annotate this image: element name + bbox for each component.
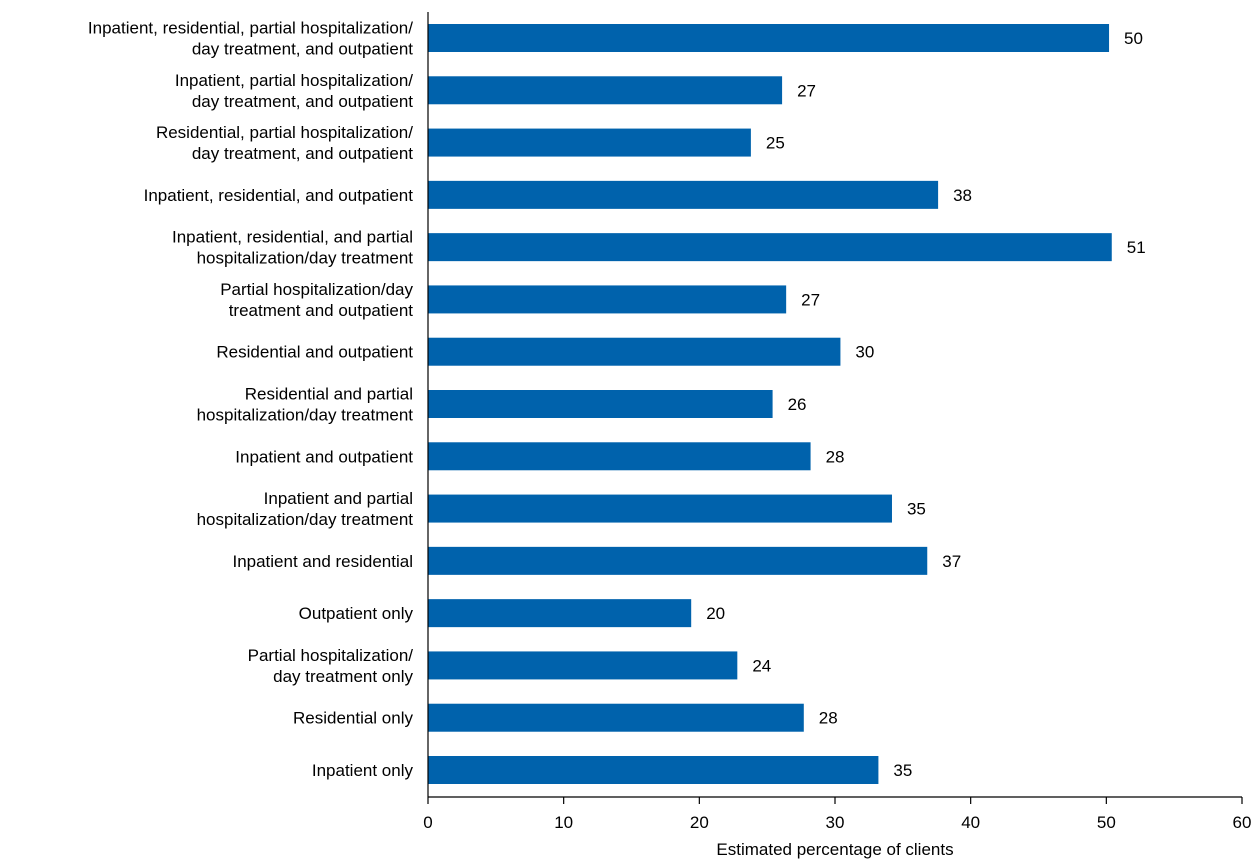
category-label: Residential and partial hospitalization/d… — [197, 385, 414, 425]
category-label-line: Inpatient and residential — [232, 552, 413, 571]
bar — [428, 651, 738, 680]
bar — [428, 337, 841, 366]
category-label-line: hospitalization/day treatment — [197, 510, 414, 529]
x-tick-label: 50 — [1097, 813, 1116, 832]
data-label: 30 — [855, 343, 874, 362]
bar — [428, 546, 928, 575]
bar — [428, 180, 939, 209]
category-label: Partial hospitalization/day treatment on… — [248, 646, 414, 686]
category-label-line: Partial hospitalization/ — [248, 646, 414, 665]
bar — [428, 599, 692, 628]
category-labels: Inpatient, residential, partial hospital… — [88, 19, 414, 781]
data-label: 25 — [766, 134, 785, 153]
category-label-line: Partial hospitalization/day — [220, 280, 413, 299]
data-label: 50 — [1124, 29, 1143, 48]
category-label-line: Residential and outpatient — [216, 343, 413, 362]
bar — [428, 442, 811, 471]
category-label-line: Residential, partial hospitalization/ — [156, 123, 413, 142]
bar — [428, 233, 1112, 262]
data-label: 28 — [826, 447, 845, 466]
category-label-line: day treatment, and outpatient — [192, 144, 413, 163]
x-tick-label: 0 — [423, 813, 432, 832]
category-label: Partial hospitalization/day treatment and… — [220, 280, 413, 320]
x-tick-label: 60 — [1233, 813, 1252, 832]
bar — [428, 494, 892, 523]
category-label: Residential and outpatient — [216, 343, 413, 362]
category-label: Inpatient and partial hospitalization/day… — [197, 489, 414, 529]
category-label-line: hospitalization/day treatment — [197, 406, 414, 425]
x-tick-label: 20 — [690, 813, 709, 832]
x-tick-label: 30 — [826, 813, 845, 832]
category-label-line: Residential only — [293, 709, 414, 728]
data-label: 20 — [706, 604, 725, 623]
x-tick-label: 10 — [554, 813, 573, 832]
x-tick-label: 40 — [961, 813, 980, 832]
data-label: 35 — [907, 500, 926, 519]
bar — [428, 285, 787, 314]
data-label: 26 — [788, 395, 807, 414]
category-label: Residential, partial hospitalization/day… — [156, 123, 413, 163]
bar — [428, 128, 751, 157]
category-label: Inpatient and residential — [232, 552, 413, 571]
category-label-line: day treatment, and outpatient — [192, 40, 413, 59]
category-label-line: hospitalization/day treatment — [197, 249, 414, 268]
category-label-line: Inpatient only — [312, 761, 414, 780]
data-label: 37 — [942, 552, 961, 571]
category-label-line: Inpatient, partial hospitalization/ — [175, 71, 413, 90]
bar — [428, 390, 773, 418]
data-label: 38 — [953, 186, 972, 205]
x-axis-ticks: 0 10 20 30 40 50 60 — [423, 797, 1251, 832]
category-label-line: day treatment, and outpatient — [192, 92, 413, 111]
category-label-line: day treatment only — [273, 667, 413, 686]
data-label: 51 — [1127, 238, 1146, 257]
data-label: 24 — [752, 656, 771, 675]
bar — [428, 76, 783, 105]
data-label: 28 — [819, 709, 838, 728]
category-label-line: Inpatient, residential, partial hospital… — [88, 19, 413, 38]
data-label: 35 — [893, 761, 912, 780]
category-label-line: Outpatient only — [299, 604, 414, 623]
data-label: 27 — [801, 290, 820, 309]
data-label: 27 — [797, 81, 816, 100]
category-label-line: Inpatient and partial — [264, 489, 413, 508]
bar — [428, 703, 804, 732]
bar — [428, 756, 879, 784]
category-label: Inpatient only — [312, 761, 414, 780]
bar — [428, 24, 1110, 52]
category-label-line: Inpatient, residential, and partial — [172, 228, 413, 247]
category-label-line: Inpatient, residential, and outpatient — [144, 186, 414, 205]
category-label: Inpatient, partial hospitalization/day t… — [175, 71, 413, 111]
category-label: Outpatient only — [299, 604, 414, 623]
category-label: Inpatient, residential, partial hospital… — [88, 19, 413, 59]
bars-layer — [428, 24, 1112, 784]
category-label: Inpatient, residential, and outpatient — [144, 186, 414, 205]
category-label-line: treatment and outpatient — [229, 301, 414, 320]
category-label-line: Residential and partial — [245, 385, 413, 404]
x-axis-title: Estimated percentage of clients — [716, 840, 953, 859]
data-labels: 50 27 25 38 51 27 30 26 28 35 37 20 24 28 35 — [706, 29, 1145, 780]
category-label: Residential only — [293, 709, 414, 728]
category-label-line: Inpatient and outpatient — [235, 447, 413, 466]
category-label: Inpatient and outpatient — [235, 447, 413, 466]
category-label: Inpatient, residential, and partial hospi… — [172, 228, 413, 268]
